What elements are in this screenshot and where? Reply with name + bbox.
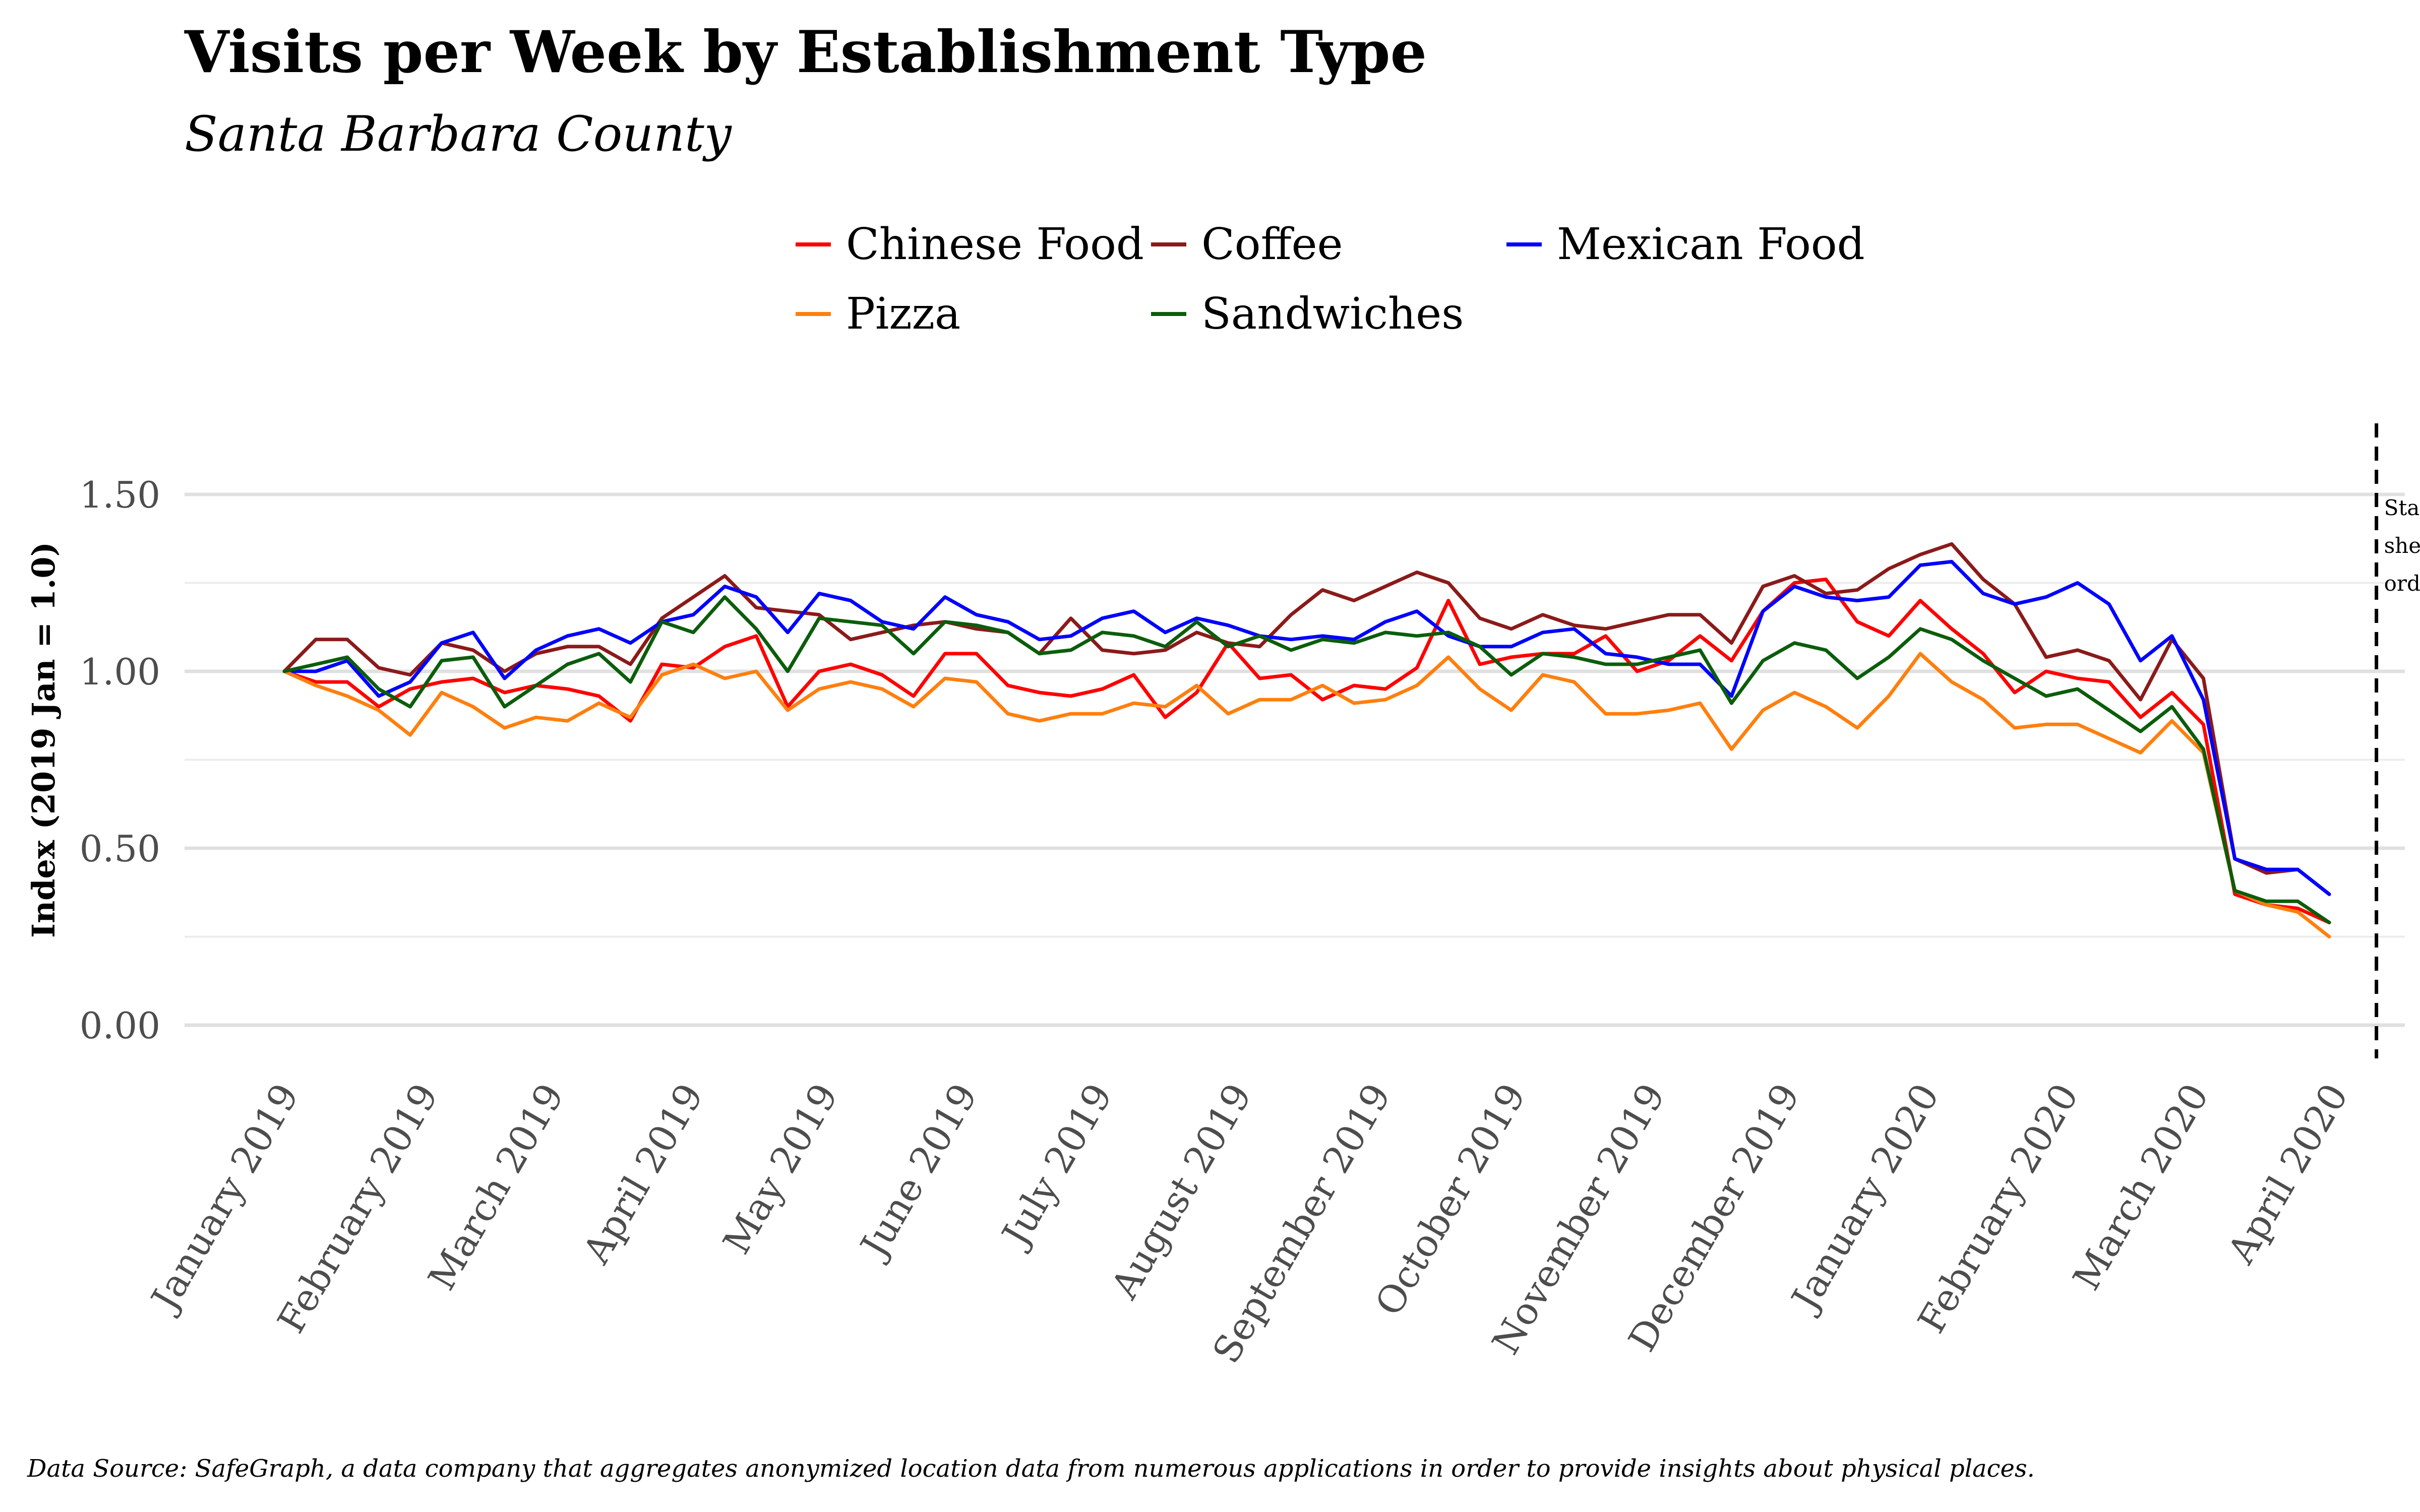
y-tick-label: 1.00 [80,651,160,693]
series-line-sandwiches [282,595,2331,924]
x-tick-label: October 2019 [1367,1077,1534,1323]
chart-title: Visits per Week by Establishment Type [185,18,1427,86]
legend-item-sandwiches: Sandwiches [1151,289,1464,339]
x-tick-label: May 2019 [715,1077,846,1262]
legend: Chinese Food Coffee Mexican Food Pizza Sandw… [796,219,2006,360]
x-tick-label: August 2019 [1103,1077,1260,1306]
x-tick-label: April 2019 [574,1077,712,1271]
legend-label: Sandwiches [1201,289,1464,339]
series-line-mexican-food [282,559,2331,896]
legend-swatch [796,312,831,316]
series-lines [282,542,2331,938]
legend-swatch [1506,242,1542,246]
legend-swatch [1151,242,1186,246]
grid-lines [185,492,2405,1027]
series-line-coffee [282,542,2331,896]
x-tick-label: January 2020 [1782,1077,1948,1320]
y-tick-label: 0.00 [80,1004,160,1047]
legend-label: Pizza [846,289,961,339]
legend-label: Coffee [1201,219,1343,270]
legend-label: Chinese Food [846,219,1144,270]
y-tick-label: 0.50 [80,828,160,870]
x-tick-label: January 2019 [141,1077,307,1320]
series-line-pizza [282,652,2331,938]
annotation-text: shelter-in-place [2384,533,2420,558]
legend-item-chinese-food: Chinese Food [796,219,1144,270]
annotation-text: order issued [2384,571,2420,596]
legend-item-mexican-food: Mexican Food [1506,219,1865,270]
x-tick-label: March 2020 [2065,1077,2217,1297]
x-tick-label: June 2019 [851,1077,986,1268]
y-tick-label: 1.50 [80,474,160,516]
data-source-caption: Data Source: SafeGraph, a data company t… [27,1455,2035,1483]
legend-label: Mexican Food [1557,219,1865,270]
x-tick-label: July 2019 [992,1077,1121,1256]
legend-item-pizza: Pizza [796,289,960,339]
x-tick-label: April 2020 [2219,1077,2357,1271]
y-axis-label: Index (2019 Jan = 1.0) [25,542,62,938]
legend-swatch [796,242,831,246]
legend-item-coffee: Coffee [1151,219,1343,270]
chart-subtitle: Santa Barbara County [185,106,732,162]
axes: 0.00 0.50 1.00 1.50 Index (2019 Jan = 1.0) Ja… [25,474,2356,1370]
annotation: Statewide shelter-in-place order issued [2375,423,2420,1058]
legend-swatch [1151,312,1186,316]
annotation-text: Statewide [2384,495,2420,520]
x-tick-label: March 2019 [420,1077,573,1297]
